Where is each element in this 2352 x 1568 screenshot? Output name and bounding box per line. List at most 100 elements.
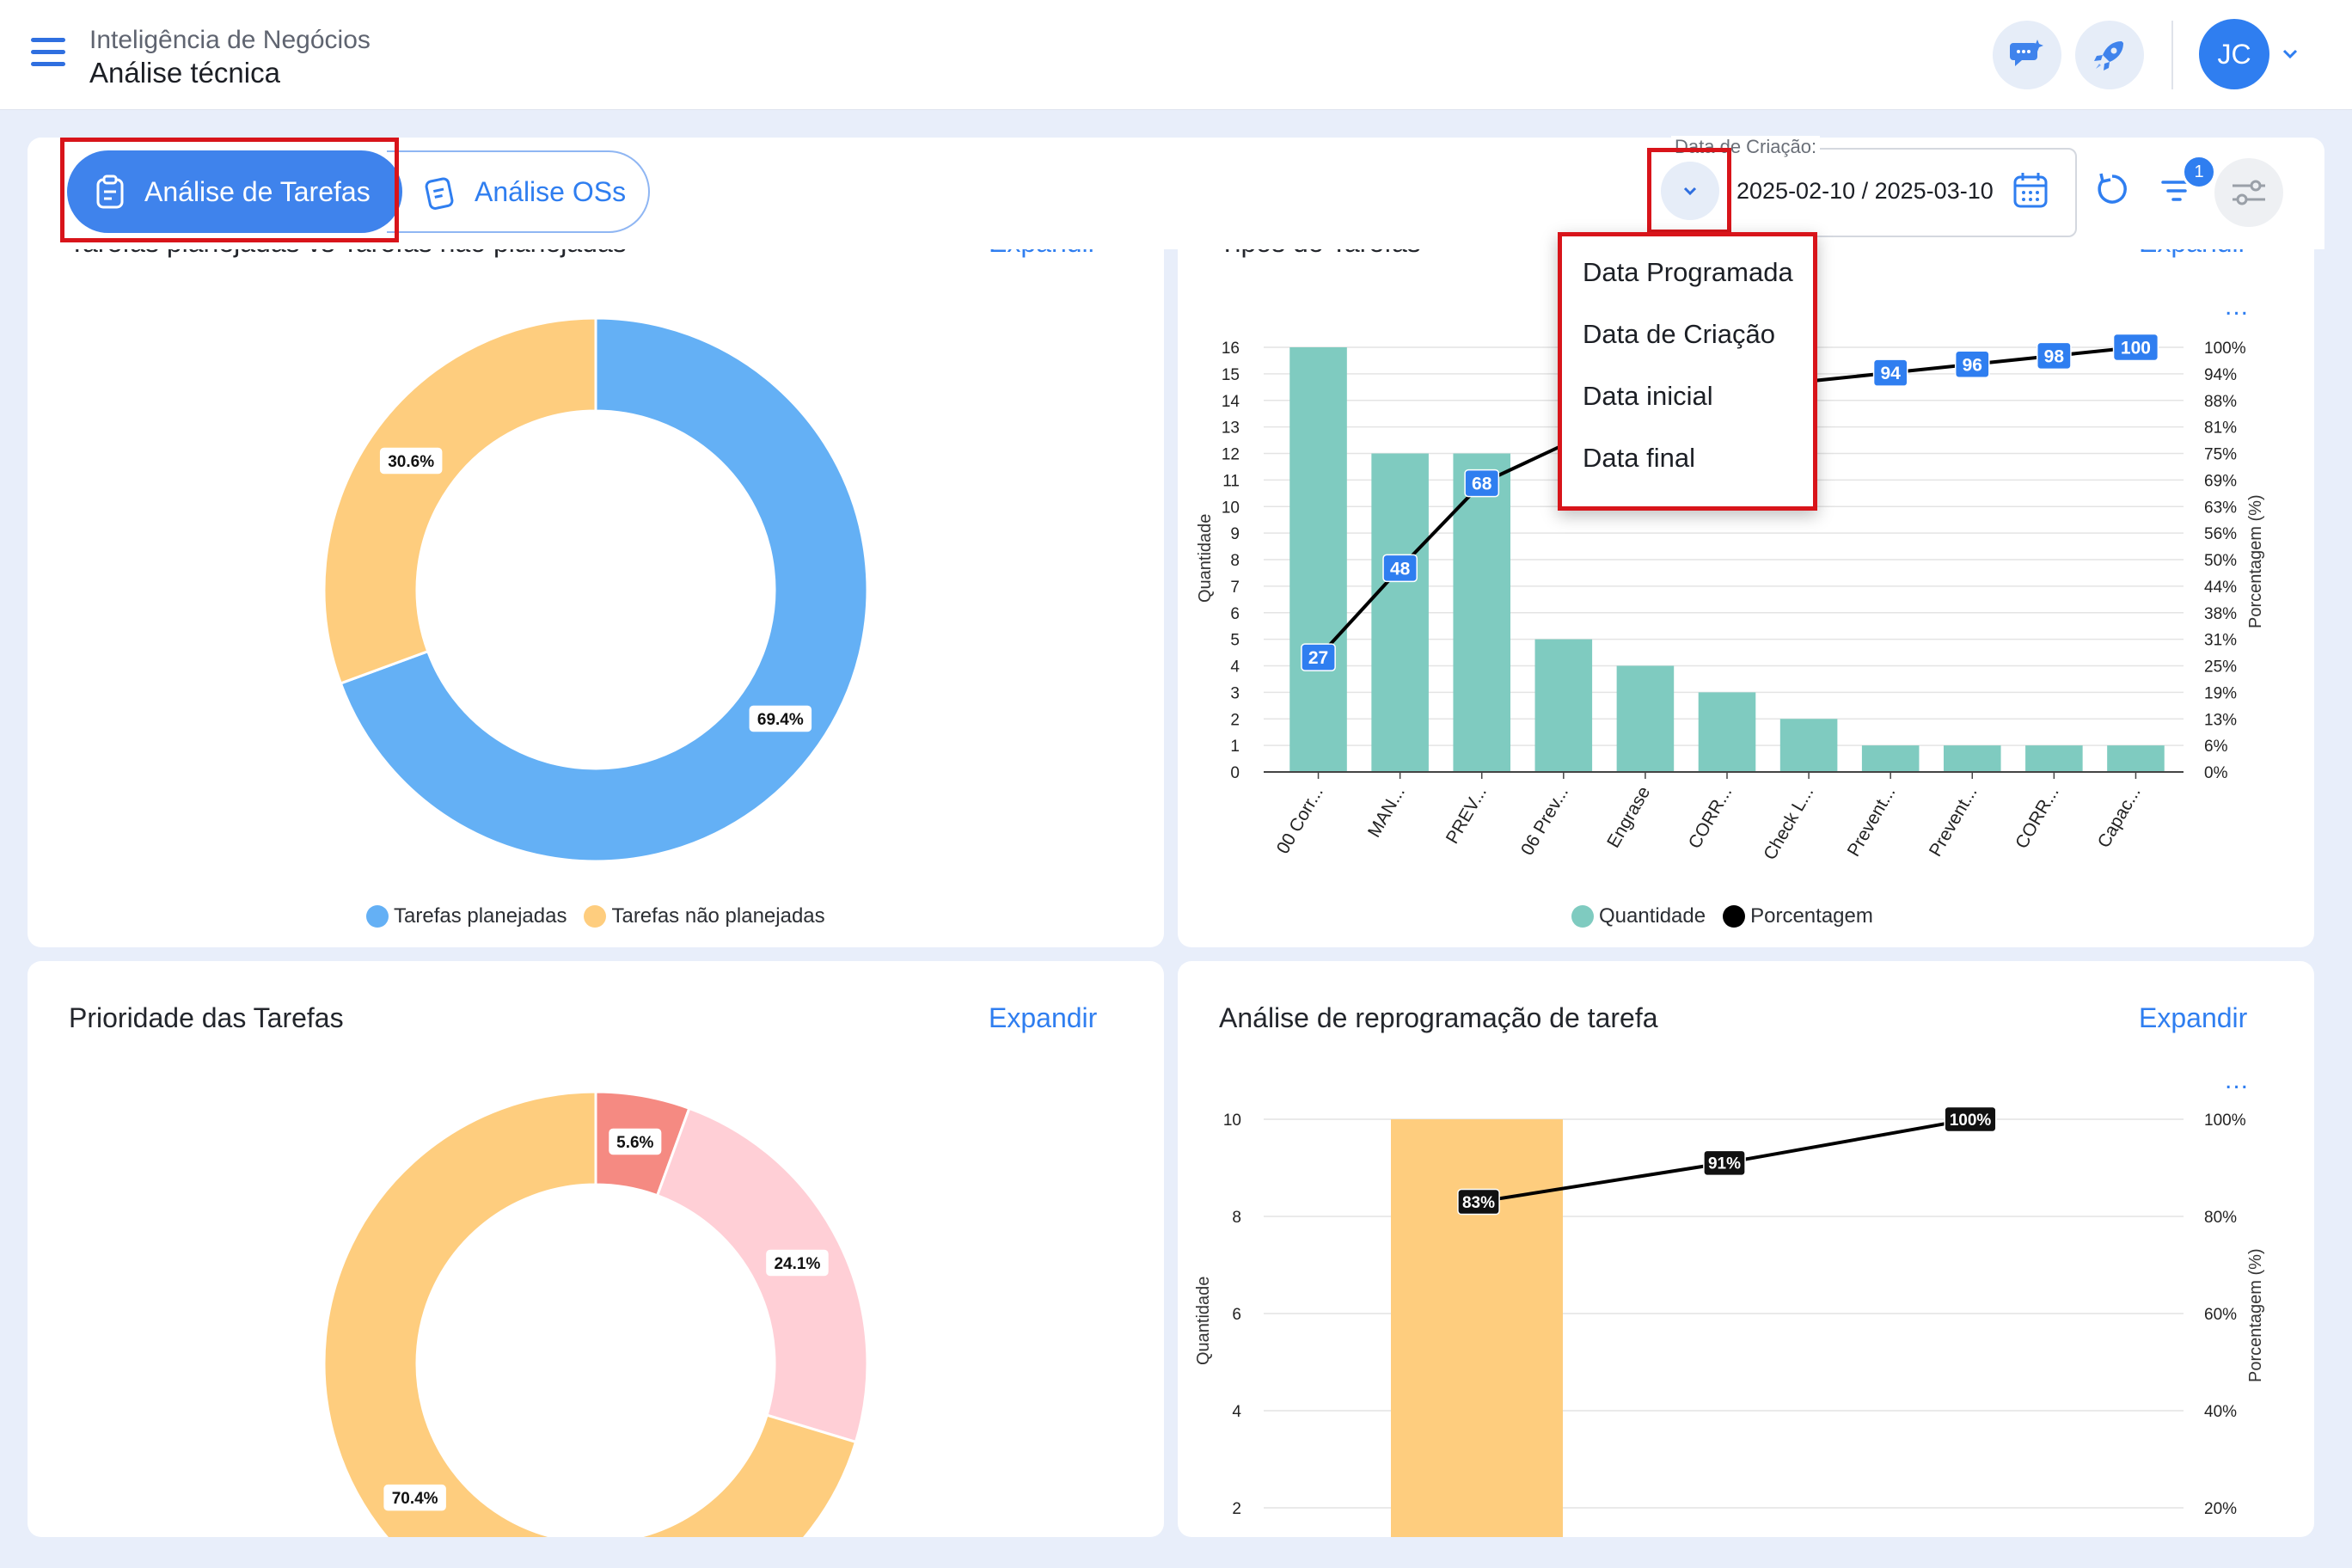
y-axis-label: Quantidade <box>1196 514 1215 603</box>
bar[interactable] <box>1698 692 1756 772</box>
menu-item-data-programada[interactable]: Data Programada <box>1583 257 1793 287</box>
y-right-tick-label: 31% <box>2204 632 2237 650</box>
x-tick-label: Check L... <box>1760 783 1817 863</box>
expand-priority-link[interactable]: Expandir <box>989 1002 1098 1033</box>
y-tick-label: 15 <box>1222 366 1240 384</box>
expand-reprog-link[interactable]: Expandir <box>2139 1002 2248 1033</box>
reset-icon[interactable] <box>2092 170 2132 210</box>
legend-item-quantity[interactable]: Quantidade <box>1571 904 1706 928</box>
tab-analise-oss[interactable]: Análise OSs <box>387 150 650 233</box>
y-right-tick-label: 6% <box>2204 738 2228 756</box>
chat-ai-button[interactable] <box>1993 21 2061 89</box>
x-tick-label: 00 Corr... <box>1273 783 1327 857</box>
point-data-label-text: 48 <box>1390 559 1411 579</box>
menu-icon[interactable] <box>31 38 65 67</box>
more-options-icon[interactable]: ... <box>2225 292 2250 321</box>
point-data-label-text: 96 <box>1963 355 1982 375</box>
slice-data-label-text: 70.4% <box>392 1490 438 1508</box>
tab-analise-tarefas[interactable]: Análise de Tarefas <box>67 150 402 233</box>
bar[interactable] <box>1943 745 2001 772</box>
settings-sliders-button[interactable] <box>2214 158 2283 227</box>
panel-title-reprog: Análise de reprogramação de tarefa <box>1219 1002 1658 1033</box>
y-tick-label: 2 <box>1230 711 1240 729</box>
y-right-tick-label: 75% <box>2204 446 2237 464</box>
x-tick-label: MAN... <box>1364 783 1409 841</box>
chevron-down-icon <box>1683 187 1697 196</box>
menu-item-data-final[interactable]: Data final <box>1583 443 1695 473</box>
y-right-tick-label: 100% <box>2204 340 2246 358</box>
slice-data-label: 5.6% <box>609 1128 662 1155</box>
y-tick-label: 6 <box>1230 605 1240 623</box>
menu-item-data-inicial[interactable]: Data inicial <box>1583 381 1713 411</box>
y-tick-label: 14 <box>1222 393 1240 411</box>
slice-data-label-text: 30.6% <box>388 453 434 471</box>
x-tick-label: Capac... <box>2094 783 2145 851</box>
point-data-label-text: 27 <box>1308 648 1328 668</box>
y-right-tick-label: 60% <box>2204 1306 2237 1324</box>
y-tick-label: 6 <box>1232 1306 1241 1324</box>
point-data-label-box <box>2112 333 2159 362</box>
x-tick-label: CORR... <box>1685 783 1736 852</box>
chevron-down-icon[interactable] <box>2280 43 2300 64</box>
point-data-label: 94 <box>1872 358 1908 387</box>
bar[interactable] <box>1861 745 1920 772</box>
document-icon <box>425 177 454 210</box>
donut-slice[interactable] <box>322 316 597 685</box>
legend-item-percentage[interactable]: Porcentagem <box>1723 904 1873 928</box>
bar[interactable] <box>2025 745 2083 772</box>
y-right-tick-label: 0% <box>2204 764 2228 782</box>
bar[interactable] <box>1371 453 1429 773</box>
date-type-dropdown-button[interactable] <box>1661 162 1719 220</box>
bar[interactable] <box>1453 453 1511 773</box>
y-tick-label: 0 <box>1230 764 1240 782</box>
y-tick-label: 8 <box>1230 552 1240 570</box>
donut-slice[interactable] <box>322 1090 858 1537</box>
bar[interactable] <box>1616 665 1675 773</box>
point-data-label: 91% <box>1703 1149 1746 1177</box>
bar[interactable] <box>1391 1119 1563 1537</box>
y-tick-label: 12 <box>1222 446 1240 464</box>
panel-task-priority <box>28 961 1164 1537</box>
tab-analise-oss-label: Análise OSs <box>475 175 627 207</box>
avatar[interactable]: JC <box>2199 19 2269 89</box>
bar[interactable] <box>1534 639 1593 772</box>
point-data-label-text: 68 <box>1472 475 1492 494</box>
point-data-label: 100 <box>2112 333 2159 362</box>
point-data-label: 68 <box>1464 469 1500 498</box>
point-data-label-text: 91% <box>1708 1155 1741 1173</box>
point-data-label: 98 <box>2037 341 2072 371</box>
point-data-label-box <box>1872 358 1908 387</box>
rocket-button[interactable] <box>2075 21 2144 89</box>
legend-item-unplanned[interactable]: Tarefas não planejadas <box>584 904 825 928</box>
more-options-icon[interactable]: ... <box>2225 1066 2250 1094</box>
slice-data-label-text: 5.6% <box>616 1134 653 1152</box>
date-range-value[interactable]: 2025-02-10 / 2025-03-10 <box>1736 178 1994 204</box>
point-data-label-box <box>1457 1188 1500 1216</box>
y-tick-label: 7 <box>1230 579 1240 597</box>
y-right-axis-label: Porcentagem (%) <box>2246 1248 2265 1382</box>
y-tick-label: 9 <box>1230 525 1240 543</box>
menu-item-data-criacao[interactable]: Data de Criação <box>1583 319 1776 349</box>
y-right-tick-label: 81% <box>2204 420 2237 438</box>
point-data-label-box <box>1301 643 1336 671</box>
y-tick-label: 10 <box>1222 499 1240 517</box>
bar[interactable] <box>1289 347 1347 772</box>
y-tick-label: 8 <box>1232 1209 1241 1227</box>
planned-legend: Tarefas planejadas Tarefas não planejada… <box>366 904 842 928</box>
legend-item-planned[interactable]: Tarefas planejadas <box>366 904 567 928</box>
donut-slice[interactable] <box>655 1106 869 1444</box>
priority-donut-chart: 5.6% 24.1% 70.4% <box>322 1090 869 1537</box>
donut-slice[interactable] <box>339 316 869 863</box>
slice-data-label-box <box>383 1484 446 1511</box>
task-types-pareto-chart: 0 0% 1 6% 2 13% 3 19% 4 25% 5 31% 6 38% 7 44% 8 50% 9 56% 10… <box>1196 333 2265 863</box>
y-tick-label: 11 <box>1222 472 1240 490</box>
panel-title-priority: Prioridade das Tarefas <box>69 1002 344 1033</box>
calendar-icon[interactable] <box>2012 170 2049 210</box>
bar[interactable] <box>1779 719 1838 772</box>
x-tick-label: Engrase <box>1603 783 1654 851</box>
point-data-label: 100% <box>1944 1106 1997 1133</box>
chat-ai-icon <box>2010 40 2043 66</box>
bar[interactable] <box>2107 745 2165 772</box>
highlight-box-dropdown <box>1647 148 1731 234</box>
point-data-label-box <box>1382 554 1418 583</box>
